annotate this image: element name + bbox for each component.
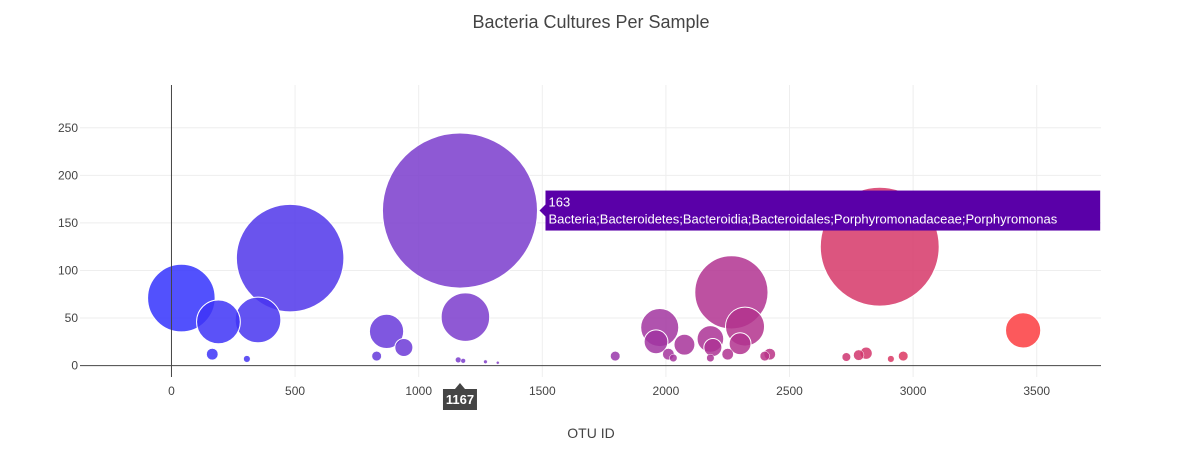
bubble[interactable] (460, 358, 466, 364)
y-tick-label: 250 (58, 121, 78, 135)
x-tick-label: 2500 (776, 384, 803, 398)
bubble[interactable] (381, 132, 538, 289)
bubble[interactable] (394, 337, 414, 358)
x-tick-label: 1000 (405, 384, 432, 398)
x-tick-label: 2000 (653, 384, 680, 398)
bubble[interactable] (455, 356, 462, 363)
bubble[interactable] (440, 292, 491, 342)
bubble[interactable] (1005, 312, 1042, 349)
bubble[interactable] (368, 313, 405, 349)
axes (80, 85, 1101, 377)
tooltip-value: 163 (548, 195, 570, 210)
bubble[interactable] (669, 353, 678, 363)
x-tick-label: 1500 (529, 384, 556, 398)
bubble[interactable] (898, 351, 909, 362)
chart-title: Bacteria Cultures Per Sample (472, 12, 709, 32)
bubble[interactable] (759, 351, 770, 362)
hover-x-box (442, 389, 477, 410)
bubble[interactable] (496, 360, 500, 365)
tick-labels: 0 500 1000 1500 2000 2500 3000 3500 0 50 100 150 200… (58, 121, 1050, 398)
hover-x-label: 1167 (442, 383, 477, 410)
bubble-series[interactable] (147, 132, 1042, 365)
bubble[interactable] (853, 349, 865, 361)
bubble[interactable] (196, 299, 241, 345)
x-tick-label: 3500 (1023, 384, 1050, 398)
hover-tooltip: 163 Bacteria;Bacteroidetes;Bacteroidia;Ba… (539, 190, 1101, 231)
bubble[interactable] (483, 359, 488, 364)
bubble[interactable] (235, 203, 345, 313)
hover-x-pointer (454, 383, 465, 389)
tooltip-label: Bacteria;Bacteroidetes;Bacteroidia;Bacte… (548, 212, 1057, 227)
bubble[interactable] (643, 329, 669, 355)
bubble[interactable] (243, 355, 251, 363)
y-tick-label: 200 (58, 168, 78, 182)
x-tick-label: 500 (285, 384, 305, 398)
bubble[interactable] (610, 351, 621, 362)
bubble[interactable] (706, 353, 715, 363)
x-axis-title: OTU ID (567, 425, 614, 441)
y-tick-label: 0 (71, 359, 78, 373)
hover-x-value: 1167 (446, 392, 474, 407)
tooltip-box (545, 190, 1101, 231)
bubble[interactable] (371, 351, 382, 362)
x-tick-label: 0 (168, 384, 175, 398)
tooltip-pointer (539, 204, 546, 217)
bubble[interactable] (234, 296, 282, 344)
bubble[interactable] (728, 332, 752, 356)
bubble[interactable] (887, 355, 895, 363)
bubble[interactable] (703, 337, 723, 358)
bubble[interactable] (673, 333, 696, 356)
bubble[interactable] (206, 348, 219, 361)
bubble[interactable] (841, 352, 851, 362)
x-tick-label: 3000 (900, 384, 927, 398)
y-tick-label: 150 (58, 216, 78, 230)
y-tick-label: 50 (65, 311, 79, 325)
y-tick-label: 100 (58, 263, 78, 277)
bubble[interactable] (721, 348, 734, 361)
